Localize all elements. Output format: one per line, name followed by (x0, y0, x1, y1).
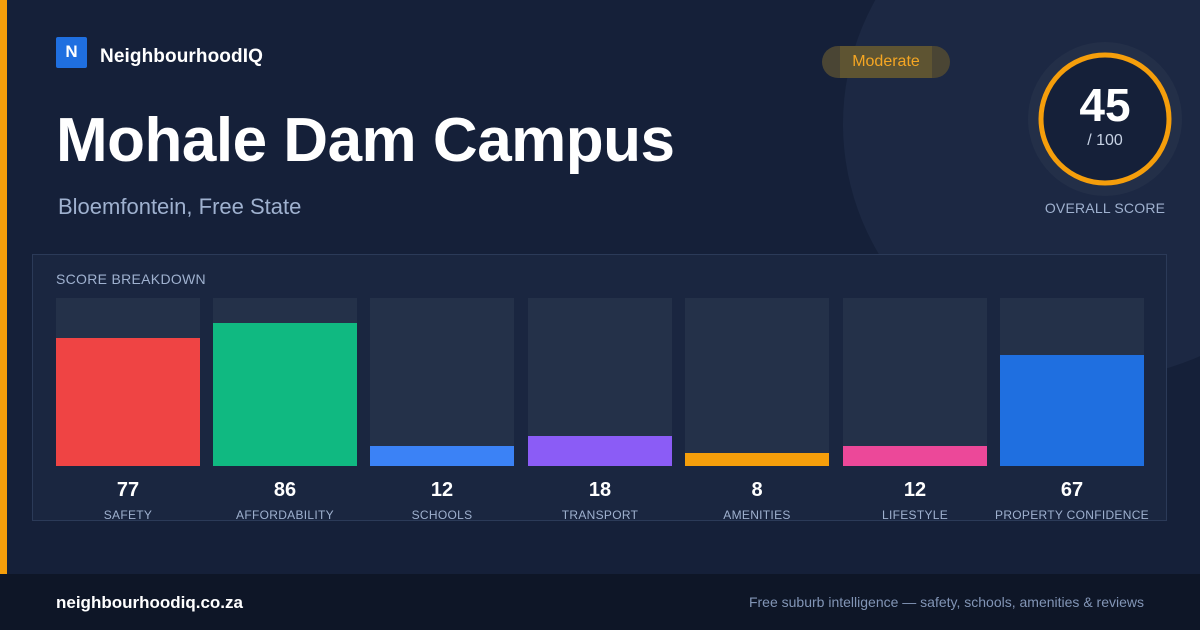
bar-track (213, 298, 357, 466)
overall-score-max: / 100 (1087, 132, 1123, 149)
bar-value-lifestyle: 12 (903, 479, 927, 501)
bar-label-transport: TRANSPORT (561, 508, 639, 522)
location-subtitle: Bloemfontein, Free State (58, 194, 302, 219)
bar-track (1000, 298, 1144, 466)
status-badge: Moderate (822, 46, 950, 78)
bar-track (843, 298, 987, 466)
bar-label-affordability: AFFORDABILITY (236, 508, 334, 522)
page-title: Mohale Dam Campus (56, 106, 675, 175)
bar-affordability: 86 AFFORDABILITY (213, 298, 357, 523)
bar-fill-schools (370, 446, 514, 466)
bar-fill-lifestyle (843, 446, 987, 466)
overall-score-value: 45 (1079, 79, 1131, 131)
bar-value-affordability: 86 (273, 479, 297, 501)
bar-fill-amenities (685, 453, 829, 466)
bar-track (685, 298, 829, 466)
overall-score-label: OVERALL SCORE (1044, 200, 1166, 216)
bar-value-property-confidence: 67 (1060, 479, 1084, 501)
bar-lifestyle: 12 LIFESTYLE (843, 298, 987, 523)
bar-amenities: 8 AMENITIES (685, 298, 829, 523)
brand-logo-icon: N (56, 36, 87, 68)
bar-value-safety: 77 (116, 479, 140, 501)
bar-fill-safety (56, 338, 200, 466)
bar-label-lifestyle: LIFESTYLE (881, 508, 949, 522)
bar-schools: 12 SCHOOLS (370, 298, 514, 523)
overall-score-ring (1028, 42, 1182, 196)
brand-name: NeighbourhoodIQ (100, 46, 263, 67)
bar-label-property-confidence: PROPERTY CONFIDENCE (995, 508, 1149, 522)
bar-property-confidence: 67 PROPERTY CONFIDENCE (995, 298, 1149, 523)
score-ring-arc (1038, 52, 1172, 186)
score-breakdown-title: SCORE BREAKDOWN (56, 271, 206, 287)
bar-fill-property-confidence (1000, 355, 1144, 466)
bar-track (370, 298, 514, 466)
bar-label-safety: SAFETY (103, 508, 153, 522)
bar-label-schools: SCHOOLS (411, 508, 473, 522)
bar-value-transport: 18 (588, 479, 612, 501)
bar-track (56, 298, 200, 466)
bar-value-amenities: 8 (751, 479, 763, 501)
bar-fill-transport (528, 436, 672, 466)
status-badge-label: Moderate (852, 53, 920, 70)
bar-transport: 18 TRANSPORT (528, 298, 672, 523)
brand[interactable]: N NeighbourhoodIQ (56, 36, 263, 68)
accent-bar (0, 0, 7, 574)
score-breakdown-bars: 77 SAFETY 86 AFFORDABILITY 12 SCHOOLS 18… (56, 298, 1149, 523)
bar-label-amenities: AMENITIES (723, 508, 791, 522)
status-badge-highlight (840, 46, 932, 78)
bar-fill-affordability (213, 323, 357, 466)
footer-tagline: Free suburb intelligence — safety, schoo… (748, 594, 1144, 610)
bar-value-schools: 12 (430, 479, 454, 501)
footer-domain-link[interactable]: neighbourhoodiq.co.za (56, 593, 243, 612)
bar-safety: 77 SAFETY (56, 298, 200, 523)
footer (0, 574, 1200, 630)
bar-track (528, 298, 672, 466)
